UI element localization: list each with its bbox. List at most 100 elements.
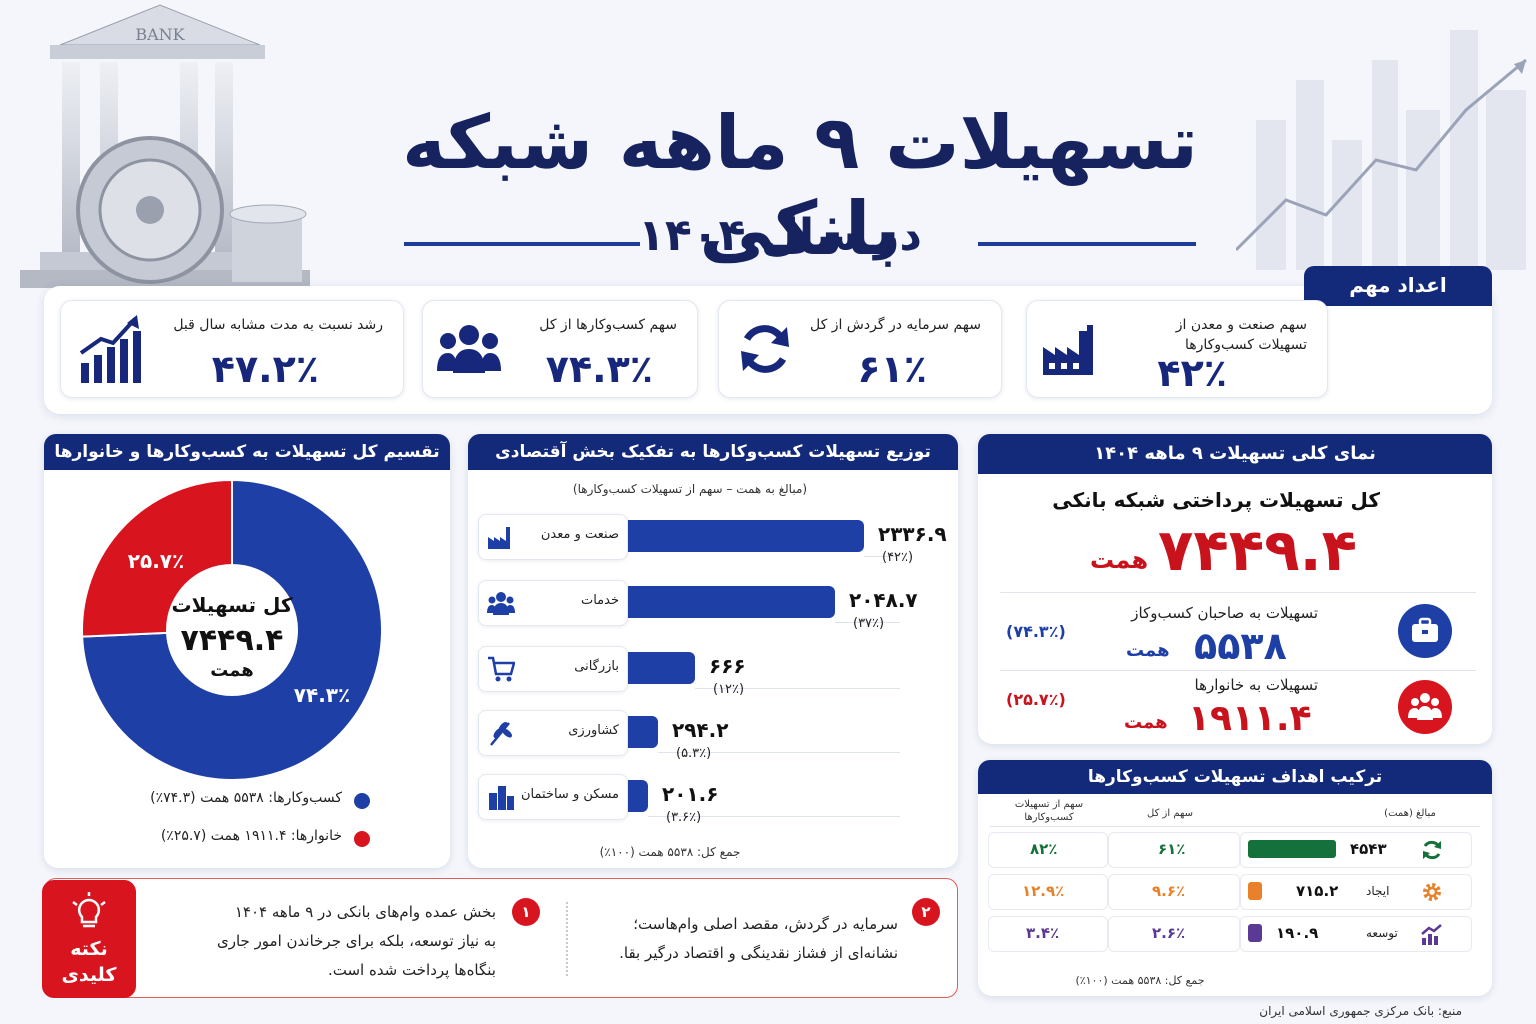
overview-business-pct: (۷۴.۳٪)	[1006, 622, 1066, 641]
bar-value-label: ۲۰۱.۶	[662, 782, 719, 806]
bar-4	[628, 780, 648, 812]
stat-card-working-capital: سهم سرمایه در گردش از کل ۶۱٪	[718, 300, 1002, 398]
bar-pct-label: (۳.۶٪)	[666, 810, 702, 825]
donut-hole	[166, 564, 298, 696]
bar-1	[628, 586, 835, 618]
stat-label: سهم سرمایه در گردش از کل	[809, 317, 981, 333]
overview-total-unit: همت	[1090, 546, 1149, 574]
stat-value: ۴۷.۲٪	[211, 347, 319, 391]
overview-household-value: ۱۹۱۱.۴	[1188, 698, 1312, 739]
goals-biz-value: ۳.۴٪	[1026, 924, 1060, 942]
bar-0	[628, 520, 864, 552]
people-icon	[487, 592, 515, 615]
stat-label: سهم کسب‌وکارها از کل	[539, 317, 677, 333]
overview-household-pct: (۲۵.۷٪)	[1006, 690, 1066, 709]
goals-share-value: ۹.۶٪	[1152, 882, 1186, 900]
goals-cell-amount	[1240, 874, 1472, 910]
overview-household-unit: همت	[1124, 712, 1168, 733]
stat-card-business-share: سهم کسب‌وکارها از کل ۷۴.۳٪	[422, 300, 698, 398]
stat-value: ۷۴.۳٪	[545, 347, 653, 391]
bar-category-housing: مسکن و ساختمان	[478, 774, 628, 820]
goals-panel-title: ترکیب اهداف تسهیلات کسب‌وکارها	[978, 760, 1492, 794]
key-notes-tab-line1: نکته	[70, 938, 108, 960]
bank-sign: BANK	[135, 25, 185, 44]
note-text-2: سرمایه در گردش، مقصد اصلی وام‌هاست؛ نشان…	[619, 915, 898, 962]
bar-category-label: صنعت و معدن	[540, 527, 619, 542]
group-icon	[437, 325, 501, 373]
goals-bar-creation	[1248, 882, 1262, 900]
goals-bar-development	[1248, 924, 1262, 942]
goals-biz-value: ۱۲.۹٪	[1022, 882, 1065, 900]
stat-label: رشد نسبت به مدت مشابه سال قبل	[173, 317, 383, 333]
legend-item-business: کسب‌وکارها: ۵۵۳۸ همت (۷۴.۳٪)	[110, 790, 370, 812]
bars-panel-footer: جمع کل: ۵۵۳۸ همت (۱۰۰٪)	[599, 845, 741, 859]
bar-category-label: بازرگانی	[574, 659, 619, 674]
goals-cell-biz	[988, 832, 1108, 868]
bar-value-label: ۲۰۴۸.۷	[849, 588, 918, 612]
briefcase-icon	[1398, 604, 1452, 658]
goals-row-label: ایجاد	[1366, 884, 1390, 898]
bar-value-label: ۶۶۶	[709, 654, 746, 678]
notes-divider	[566, 902, 568, 976]
bar-category-industry: صنعت و معدن	[478, 514, 628, 560]
factory-icon	[1043, 325, 1093, 375]
bar-baseline	[835, 622, 900, 623]
bar-value-label: ۲۳۳۶.۹	[878, 522, 947, 546]
subtitle-line-right	[978, 242, 1196, 246]
goals-amount-value: ۷۱۵.۲	[1296, 882, 1339, 900]
bar-category-services: خدمات	[478, 580, 628, 626]
bars-panel-note: (مبالغ به همت – سهم از تسهیلات کسب‌وکاره…	[572, 482, 808, 496]
donut-center-label: کل تسهیلات	[172, 593, 293, 617]
goals-cell-biz	[988, 916, 1108, 952]
bars-panel-title: توزیع تسهیلات کسب‌وکارها به تفکیک بخش آق…	[468, 434, 958, 470]
bar-baseline	[648, 816, 900, 817]
legend-item-household: خانوارها: ۱۹۱۱.۴ همت (۲۵.۷٪)	[110, 828, 370, 850]
goals-amount-value: ۴۵۴۳	[1350, 840, 1387, 858]
bar-category-label: مسکن و ساختمان	[520, 787, 619, 802]
stat-value: ۴۲٪	[1157, 351, 1227, 395]
overview-business-unit: همت	[1126, 640, 1170, 661]
bar-pct-label: (۳۷٪)	[853, 616, 885, 631]
buildings-icon	[489, 786, 514, 810]
key-notes-box	[44, 878, 958, 998]
goals-cell-amount	[1240, 916, 1472, 952]
subtitle-line-left	[404, 242, 640, 246]
overview-business-value: ۵۵۳۸	[1194, 624, 1287, 668]
bar-pct-label: (۴۲٪)	[882, 550, 914, 565]
key-notes-tab: نکته کلیدی	[42, 880, 136, 998]
overview-panel-title: نمای کلی تسهیلات ۹ ماهه ۱۴۰۴	[978, 434, 1492, 474]
stat-label: سهم صنعت و معدن از تسهیلات کسب‌وکارها	[1175, 317, 1307, 353]
gear-icon	[1423, 883, 1441, 901]
bar-category-agriculture: کشاورزی	[478, 710, 628, 756]
bar-category-commerce: بازرگانی	[478, 646, 628, 692]
goals-header-rule	[990, 826, 1480, 827]
goals-cell-share	[1108, 916, 1240, 952]
stat-value: ۶۱٪	[857, 347, 927, 391]
goals-row-label: توسعه	[1366, 926, 1398, 940]
source-note: منبع: بانک مرکزی جمهوری اسلامی ایران	[1259, 1004, 1462, 1018]
trend-up-icon	[1421, 924, 1442, 945]
overview-total-value: ۷۴۴۹.۴	[1158, 516, 1358, 584]
bar-pct-label: (۱۲٪)	[713, 682, 745, 697]
goals-biz-value: ۸۲٪	[1030, 840, 1058, 858]
donut-label-household: ۲۵.۷٪	[128, 549, 184, 573]
stat-card-growth: رشد نسبت به مدت مشابه سال قبل ۴۷.۲٪	[60, 300, 404, 398]
page-subtitle: در سال ۱۴۰۴	[638, 210, 922, 261]
refresh-icon	[1423, 840, 1441, 860]
stat-card-industry: سهم صنعت و معدن از تسهیلات کسب‌وکارها ۴۲…	[1026, 300, 1328, 398]
overview-total-label: کل تسهیلات پرداختی شبکه بانکی	[1052, 488, 1380, 512]
note-text-1: بخش عمده وام‌های بانکی در ۹ ماهه ۱۴۰۴ به…	[216, 903, 496, 979]
goals-col-amount: مبالغ (همت)	[1384, 808, 1436, 819]
overview-divider-1	[1000, 592, 1476, 593]
overview-divider-2	[1000, 670, 1476, 671]
wheat-icon	[490, 722, 512, 746]
overview-household-label: تسهیلات به خانوارها	[1194, 676, 1318, 694]
legend-text: خانوارها: ۱۹۱۱.۴ همت (۲۵.۷٪)	[160, 828, 342, 844]
city-growth-illustration	[1236, 30, 1527, 270]
cart-icon	[488, 656, 515, 682]
bar-3	[628, 716, 658, 748]
bar-category-label: خدمات	[580, 593, 619, 608]
key-figures-tab: اعداد مهم	[1304, 266, 1492, 306]
bar-baseline	[695, 688, 900, 689]
goals-share-value: ۲.۶٪	[1152, 924, 1186, 942]
